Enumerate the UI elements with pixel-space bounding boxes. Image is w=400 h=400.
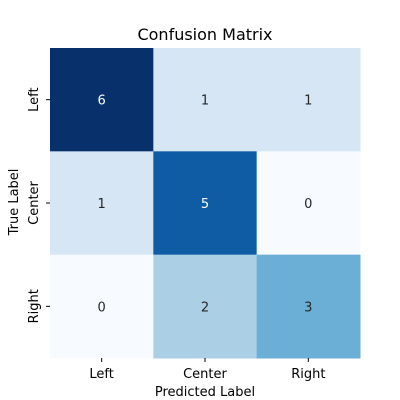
x-axis-ticks: Left Center Right <box>89 357 325 382</box>
cell-value-label: 1 <box>304 94 312 109</box>
cell-value-label: 5 <box>201 197 209 212</box>
y-tick-label: Right <box>27 289 42 323</box>
heatmap-cell <box>153 151 258 256</box>
cell-value-label: 0 <box>304 197 312 212</box>
cell-value-label: 1 <box>201 94 209 109</box>
cell-value-label: 3 <box>304 300 312 315</box>
heatmap-cells: 6 1 1 1 5 0 0 2 3 <box>50 48 361 359</box>
heatmap-cell <box>256 254 361 359</box>
cell-value-label: 2 <box>201 300 209 315</box>
heatmap-cell <box>50 254 154 359</box>
y-tick-label: Left <box>27 87 42 111</box>
y-tick-label: Center <box>27 180 42 224</box>
y-axis-ticks: Left Center Right <box>27 87 50 323</box>
heatmap-cell <box>50 151 154 256</box>
cell-value-label: 0 <box>98 300 106 315</box>
x-tick-label: Center <box>183 367 227 382</box>
heatmap-cell <box>153 254 258 359</box>
heatmap-cell <box>256 48 361 152</box>
y-axis-label: True Label <box>7 169 22 237</box>
chart-title: Confusion Matrix <box>137 25 272 44</box>
x-tick-label: Left <box>89 367 113 382</box>
heatmap-cell <box>153 48 258 152</box>
cell-value-label: 1 <box>98 197 106 212</box>
heatmap-cell <box>256 151 361 256</box>
cell-value-label: 6 <box>98 94 106 109</box>
heatmap-cell <box>50 48 154 152</box>
x-tick-label: Right <box>291 367 325 382</box>
x-axis-label: Predicted Label <box>155 385 255 400</box>
